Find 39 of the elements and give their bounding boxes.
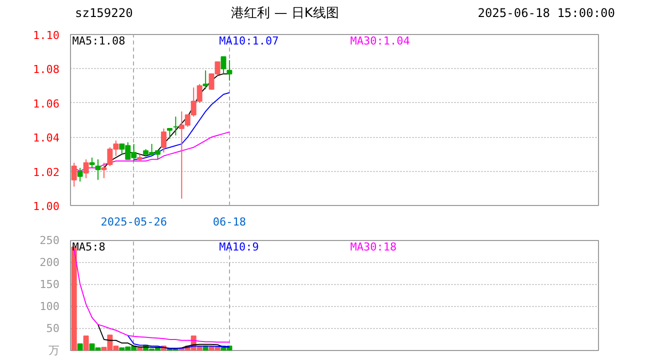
bar [83,335,89,350]
text: 2025-06-18 15:00:00 [478,5,615,22]
candlestick [220,56,226,74]
y-tick-label: 250 [40,234,60,247]
candlestick [101,162,107,179]
text: 港红利 — 日K线图 [231,5,339,23]
x-tick-label: 2025-05-26 [100,216,167,228]
candlestick [95,158,101,180]
candlestick [83,158,89,179]
text: MA5:8 [72,240,106,254]
y-tick-label: 万 [48,344,60,357]
candlestick [77,167,83,182]
candlestick [166,128,172,140]
candlestick [226,60,232,82]
line-series [97,324,230,350]
y-tick-label: 1.06 [33,97,60,110]
candlestick [89,157,95,168]
text: MA30:18 [350,240,397,254]
text: MA10:9 [219,240,259,254]
text: sz159220 [75,5,133,22]
y-tick-label: 1.00 [33,200,60,213]
y-tick-label: 1.10 [33,29,60,42]
bar [137,346,143,350]
text: MA5:1.08 [72,34,126,48]
candlestick [160,128,166,153]
text: MA30:1.04 [350,34,410,48]
y-tick-label: 50 [46,322,60,335]
x-tick-label: 06-18 [212,216,246,228]
text: MA10:1.07 [219,34,279,48]
y-tick-label: 1.02 [33,166,60,179]
candlestick [202,70,208,90]
y-tick-label: 200 [40,256,60,269]
bar [77,343,83,350]
y-tick-label: 1.08 [33,63,60,76]
y-tick-label: 150 [40,278,60,291]
candlestick [71,162,77,188]
y-tick-label: 100 [40,300,60,313]
line-series [127,335,230,349]
y-tick-label: 1.04 [33,132,60,145]
